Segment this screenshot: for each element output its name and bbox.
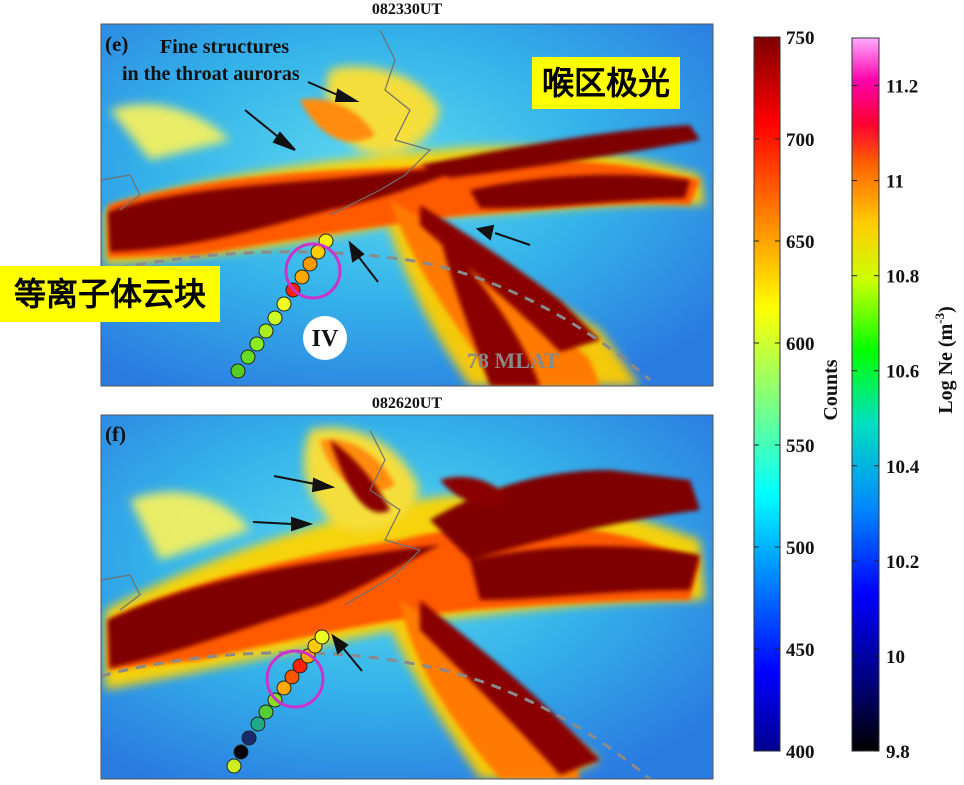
iv-marker: [303, 316, 347, 360]
annotation-line-2: in the throat auroras: [122, 63, 300, 85]
colorbar-tick-label: 650: [786, 232, 815, 253]
panel-e-satellite-track: [230, 233, 334, 379]
panel-f-highlight-circle: [265, 649, 325, 709]
colorbar-tick-label: 750: [786, 28, 815, 49]
annotation-line-1: Fine structures: [160, 36, 289, 58]
colorbar-ne-label: Log Ne (m-3): [932, 306, 957, 414]
colorbar-tick-label: 10.4: [886, 457, 920, 478]
panel-e-letter: (e): [105, 32, 128, 56]
colorbar-counts-label: Counts: [820, 359, 842, 420]
colorbar-tick-label: 700: [786, 130, 815, 151]
colorbar-ne-gradient: [851, 37, 880, 752]
colorbar-tick-label: 10.2: [886, 552, 919, 573]
colorbar-tick-label: 9.8: [886, 742, 910, 763]
colorbar-tick-label: 11: [886, 172, 904, 193]
colorbar-counts-gradient: [753, 36, 781, 752]
panel-f-image: [101, 415, 713, 779]
plasma-patch-tag: 等离子体云块: [0, 266, 221, 322]
colorbar-tick-label: 10: [886, 647, 905, 668]
panel-e-title: 082330UT: [372, 1, 443, 18]
colorbar-tick-label: 400: [786, 742, 815, 763]
panel-e-highlight-circle: [284, 242, 342, 300]
colorbar-tick-label: 10.8: [886, 267, 919, 288]
colorbar-tick-label: 600: [786, 334, 815, 355]
colorbar-ne: 11.2 11 10.8 10.6 10.4 10.2 10 9.8 Log Ne (m-3): [851, 37, 957, 763]
iv-label: IV: [312, 326, 339, 352]
colorbar-ne-ticks: 11.2 11 10.8 10.6 10.4 10.2 10 9.8: [852, 77, 920, 763]
mlat-label: 78 MLAT: [467, 348, 559, 373]
panel-f-title: 082620UT: [372, 395, 443, 412]
colorbar-counts: 750 700 650 600 550 500 450 400 Counts: [753, 28, 842, 763]
panel-e-arrows: [244, 81, 531, 283]
panel-f-arrows: [252, 475, 363, 672]
colorbar-tick-label: 11.2: [886, 77, 918, 98]
panel-f-letter: (f): [105, 422, 126, 446]
colorbar-counts-ticks: 750 700 650 600 550 500 450 400: [754, 28, 815, 763]
colorbar-tick-label: 500: [786, 538, 815, 559]
colorbar-tick-label: 450: [786, 640, 815, 661]
throat-aurora-tag: 喉区极光: [532, 57, 681, 109]
colorbar-tick-label: 550: [786, 436, 815, 457]
panel-f-satellite-track: [226, 629, 330, 774]
colorbar-tick-label: 10.6: [886, 362, 919, 383]
